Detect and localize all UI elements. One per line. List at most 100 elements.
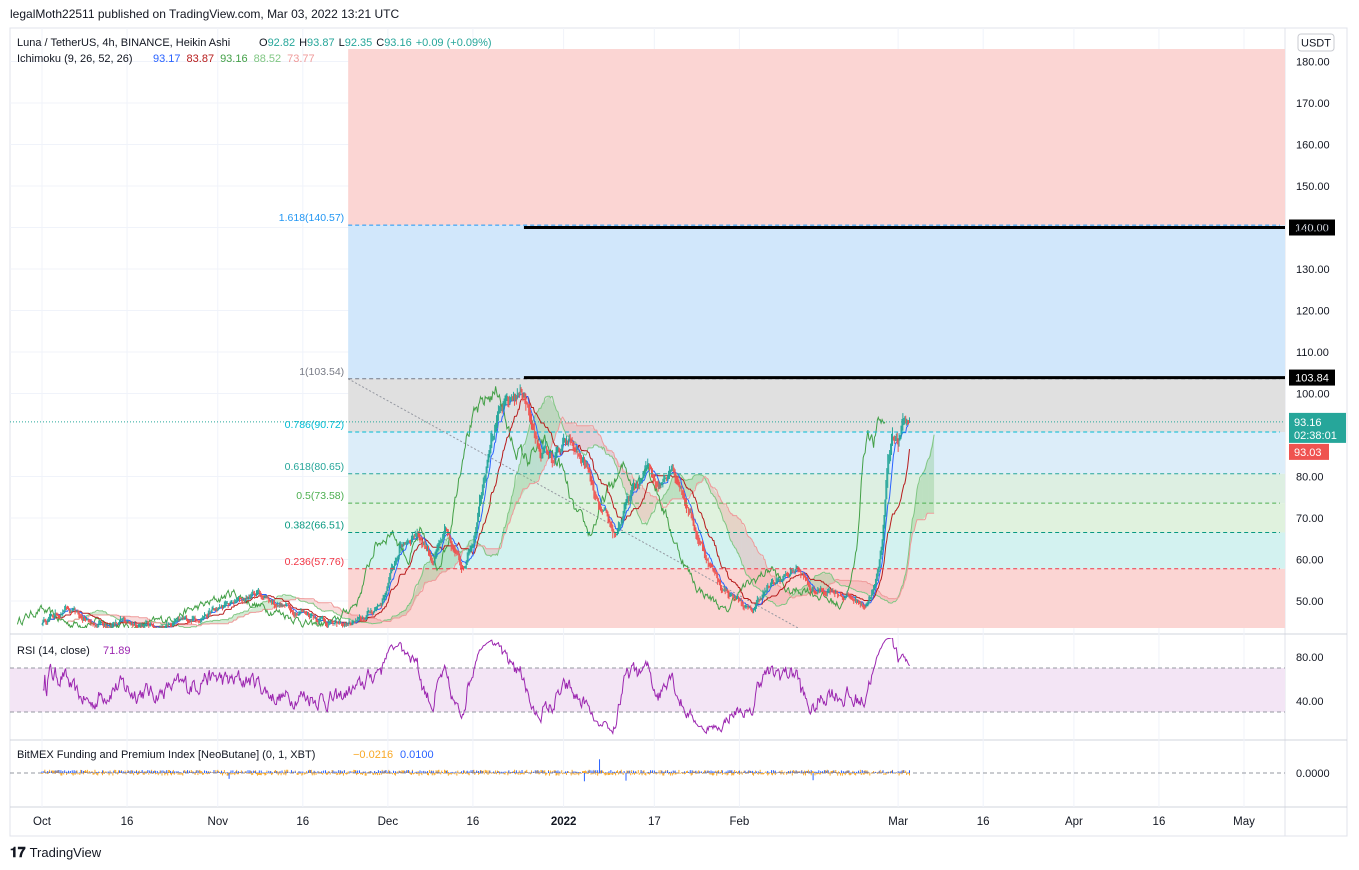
cloud-segment: [94, 610, 101, 616]
cloud-segment: [219, 619, 226, 624]
price-tick-label: 180.00: [1296, 57, 1330, 69]
rsi-band: [10, 668, 1285, 712]
cloud-segment: [780, 588, 787, 606]
time-tick-label: 16: [296, 816, 309, 828]
price-tick-label: 160.00: [1296, 140, 1330, 152]
bitmex-tick-label: 0.0000: [1296, 768, 1330, 780]
countdown-label: 02:38:01: [1294, 430, 1337, 442]
cloud-segment: [304, 598, 311, 604]
price-tick-label: 80.00: [1296, 472, 1324, 484]
footer-brand[interactable]: 𝟏𝟕 TradingView: [10, 844, 101, 861]
legend-ichimoku: Ichimoku (9, 26, 52, 26): [17, 53, 133, 65]
cloud-segment: [667, 476, 674, 505]
fib-zone: [348, 473, 1285, 504]
price-tick-label: 130.00: [1296, 264, 1330, 276]
cloud-segment: [316, 600, 322, 611]
price-tick-label: 120.00: [1296, 306, 1330, 318]
price-tick-label: 50.00: [1296, 596, 1324, 608]
ichimoku-value-2: 93.16: [220, 53, 248, 65]
cloud-segment: [287, 595, 294, 601]
ohlc-key-O: O: [259, 37, 268, 49]
kijun-sen: [41, 396, 910, 628]
cloud-segment: [327, 602, 334, 612]
fib-zones: [347, 49, 1285, 628]
level-price-label: 140.00: [1295, 223, 1329, 235]
fib-zone: [348, 225, 1285, 379]
cloud-segment: [525, 421, 532, 489]
cloud-segment: [831, 575, 838, 584]
legend-rsi: RSI (14, close): [17, 645, 90, 657]
price-tick-label: 170.00: [1296, 98, 1330, 110]
cloud-segment: [191, 624, 197, 627]
cloud-segment: [508, 486, 515, 524]
price-tick-label: 110.00: [1296, 347, 1329, 359]
time-tick-label: 2022: [551, 816, 577, 828]
fib-level-label: 0.5(73.58): [296, 490, 344, 502]
rsi-tick-label: 80.00: [1296, 652, 1324, 664]
rsi-tick-label: 40.00: [1296, 696, 1324, 708]
ohlc-value-H: 93.87: [307, 37, 335, 49]
cloud-segment: [707, 478, 713, 495]
price-tick-label: 70.00: [1296, 513, 1324, 525]
cloud-segment: [293, 596, 300, 600]
legend-ohlc: O92.82 H93.87 L92.35 C93.16 +0.09 (+0.09%): [259, 37, 492, 49]
cloud-segment: [236, 612, 243, 620]
fib-level-label: 0.236(57.76): [285, 556, 345, 568]
price-tick-label: 100.00: [1296, 389, 1330, 401]
cloud-segment: [639, 485, 645, 524]
cloud-segment: [741, 521, 747, 576]
legend-bitmex-value-1: −0.0216: [353, 749, 393, 761]
cloud-segment: [650, 495, 657, 517]
ichimoku-value-4: 73.77: [287, 53, 315, 65]
cloud-segment: [894, 592, 901, 602]
cloud-segment: [486, 548, 492, 556]
ohlc-value-O: 92.82: [268, 37, 296, 49]
fib-zone: [348, 49, 1285, 226]
prev-close-label: 93.03: [1294, 447, 1322, 459]
level-price-box: [1289, 369, 1335, 386]
cloud-segment: [860, 581, 867, 594]
level-price-box: [1289, 219, 1335, 236]
cloud-segment: [746, 533, 753, 585]
rsi-line: [42, 638, 910, 736]
axes: 180.00 170.00 160.00 150.00 140.00 130.00 120.…: [33, 57, 1330, 829]
current-price-box: [1289, 412, 1346, 443]
fib-level-label: 0.382(66.51): [285, 519, 345, 531]
cloud-segment: [826, 573, 832, 589]
senkou-span-b: [66, 416, 935, 627]
cloud-segment: [554, 404, 560, 441]
ohlc-change: +0.09 (+0.09%): [416, 37, 492, 49]
time-tick-label: Oct: [33, 816, 52, 828]
fib-zone: [348, 432, 1285, 474]
cloud-segment: [718, 496, 725, 522]
time-tick-label: 16: [1153, 816, 1166, 828]
cloud-segment: [820, 573, 827, 590]
cloud-segment: [735, 515, 742, 562]
price-tick-label: 150.00: [1296, 181, 1330, 193]
currency-label: USDT: [1301, 38, 1331, 50]
cloud-segment: [514, 463, 521, 509]
level-price-label: 103.84: [1295, 373, 1329, 385]
cloud-segment: [814, 573, 821, 591]
cloud-segment: [582, 425, 589, 454]
time-tick-label: 16: [977, 816, 990, 828]
fib-level-label: 1.618(140.57): [279, 212, 344, 224]
ichimoku-lines: [16, 386, 935, 628]
currency-button[interactable]: USDT: [1297, 33, 1335, 52]
senkou-span-a: [66, 395, 935, 628]
time-tick-label: Mar: [888, 816, 908, 828]
cloud-segment: [463, 541, 470, 551]
publish-header: legalMoth22511 published on TradingView.…: [10, 7, 399, 21]
cloud-segment: [423, 562, 430, 586]
cloud-segment: [213, 620, 220, 624]
fib-level-lines: 1.618(140.57) 1(103.54) 0.786(90.72) 0.618(…: [10, 212, 1285, 570]
cloud-segment: [310, 598, 317, 607]
cloud-segment: [684, 479, 691, 499]
ohlc-value-C: 93.16: [384, 37, 412, 49]
rsi-pane: [10, 638, 1285, 736]
current-price-label: 93.16: [1294, 417, 1322, 429]
fib-zone: [348, 532, 1285, 569]
cloud-segment: [729, 512, 736, 549]
